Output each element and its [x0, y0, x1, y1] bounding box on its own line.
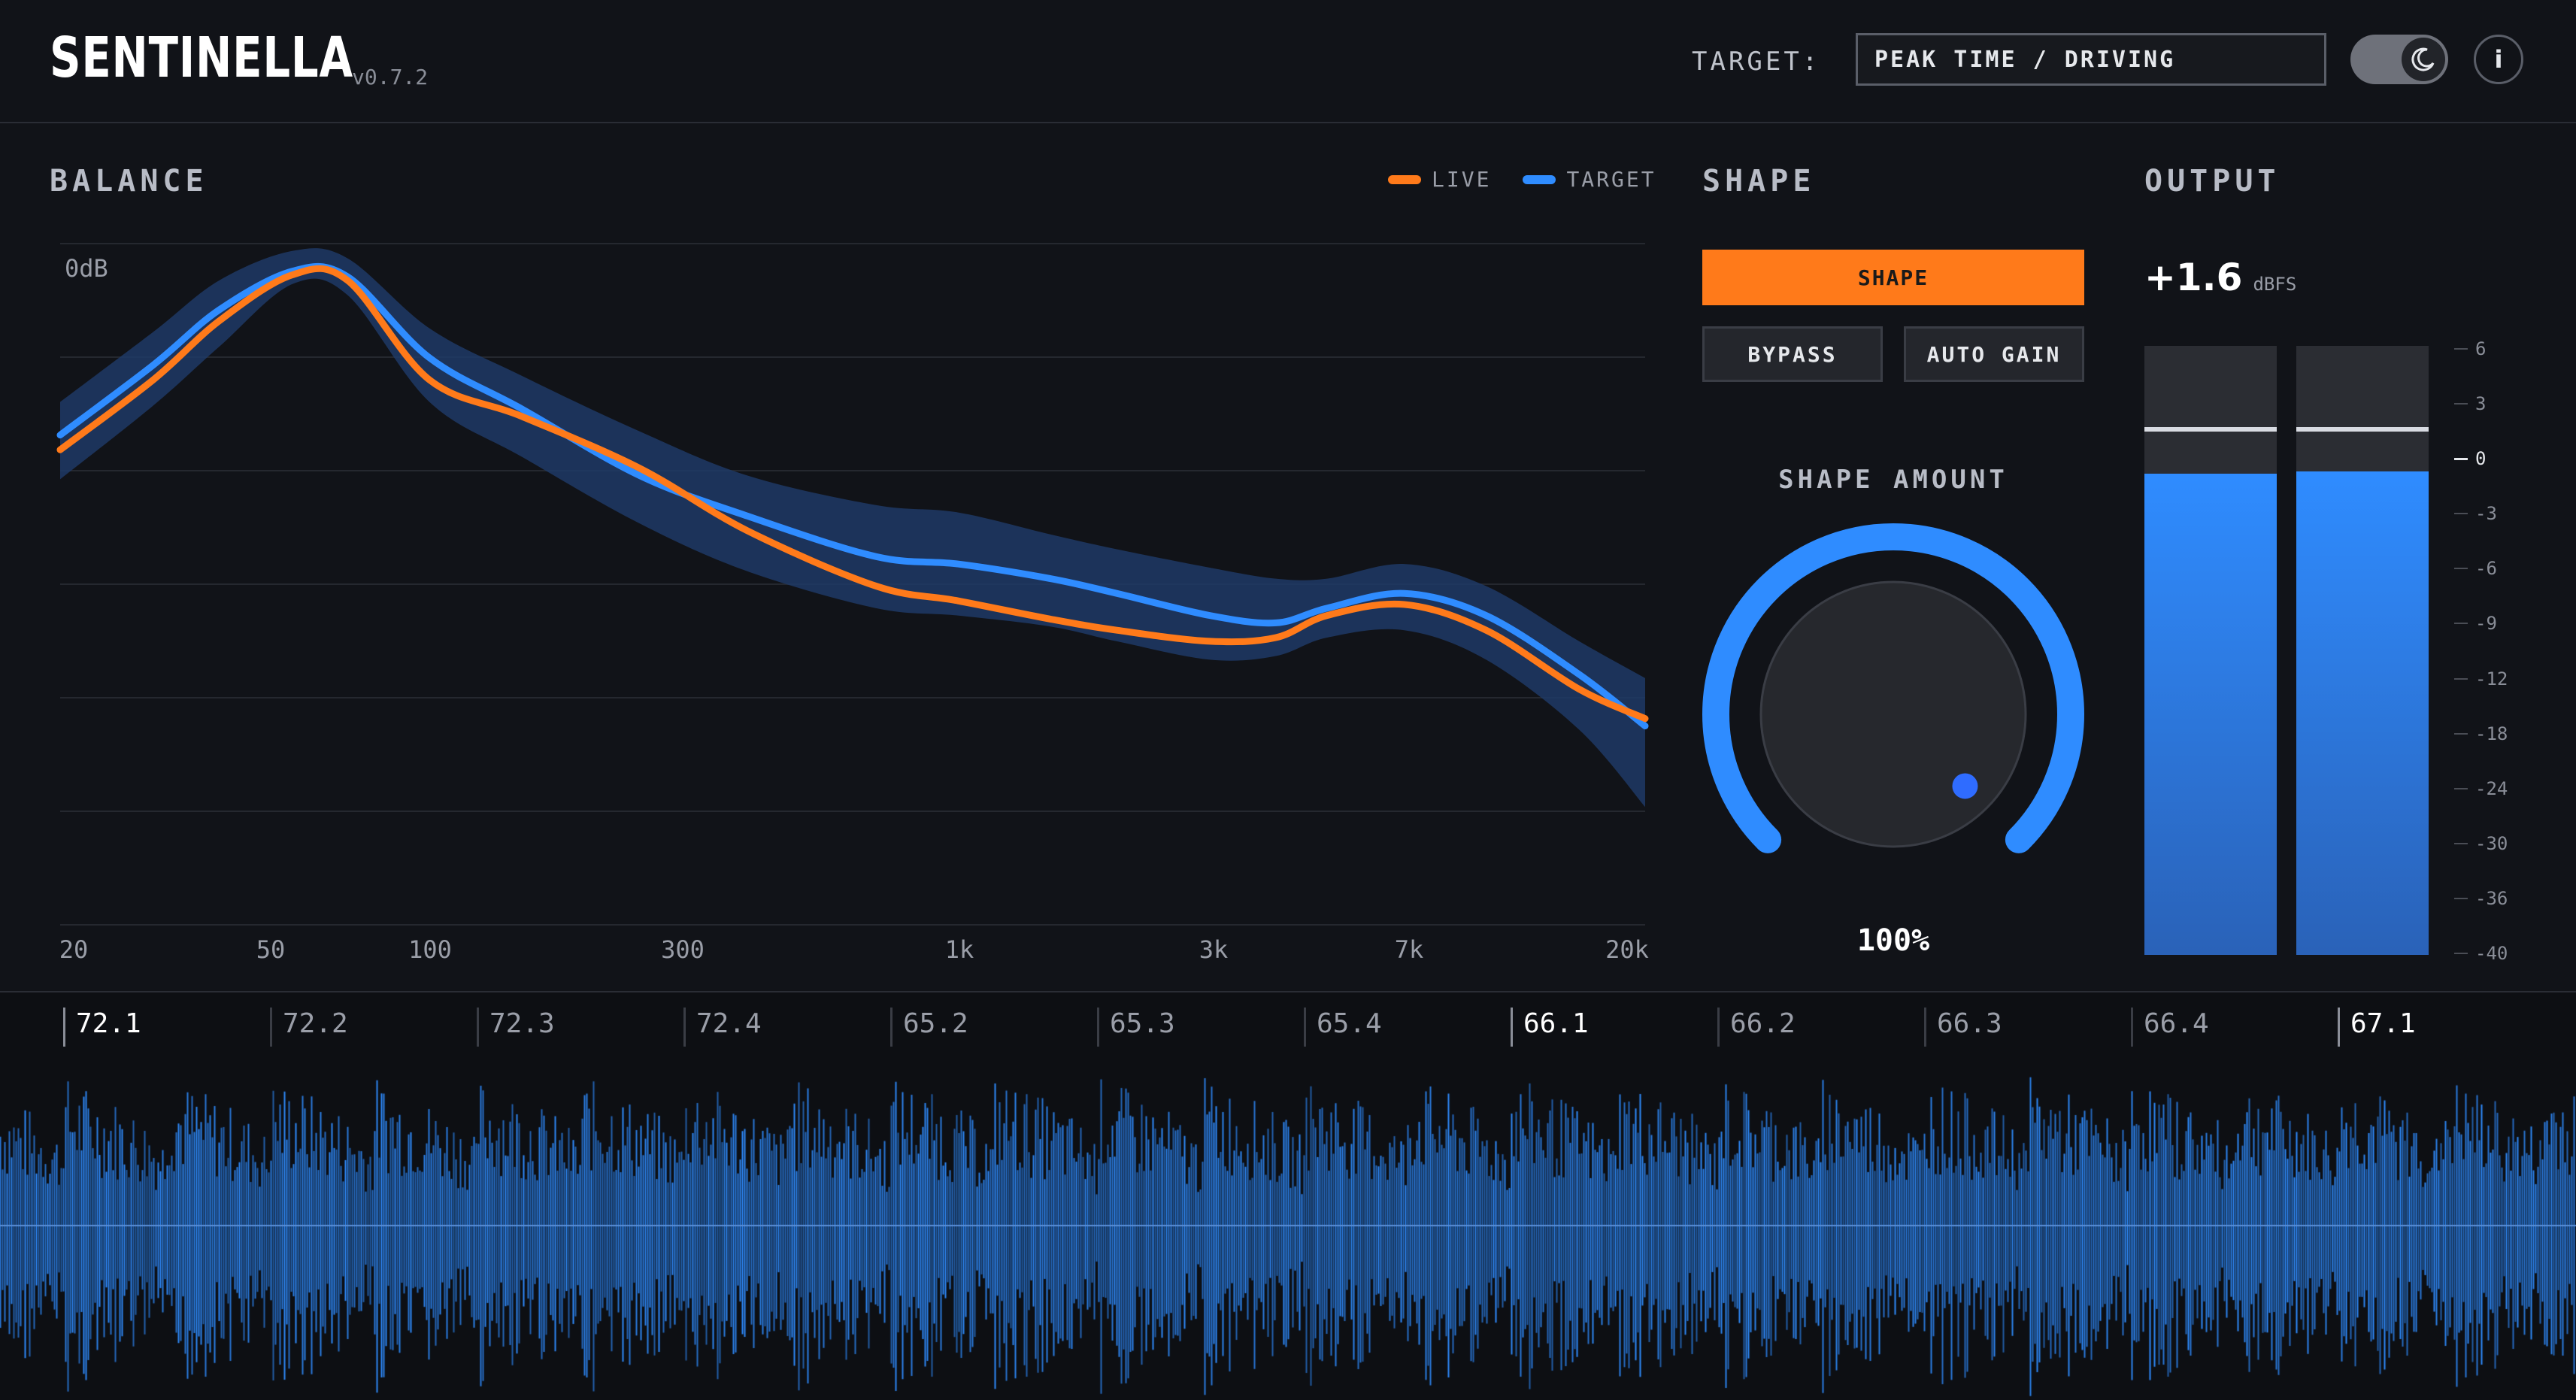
auto-gain-button[interactable]: AUTO GAIN: [1904, 326, 2084, 382]
meter-right: [2296, 346, 2429, 955]
toggle-knob: [2402, 38, 2445, 81]
meter-scale-label: -3: [2454, 503, 2497, 524]
meter-right-fill: [2296, 471, 2429, 955]
shape-amount-knob[interactable]: [1702, 519, 2084, 887]
output-value: +1.6: [2144, 256, 2243, 299]
shape-button[interactable]: SHAPE: [1702, 250, 2084, 305]
meter-scale-value: -30: [2475, 832, 2508, 854]
meter-scale-label: -36: [2454, 888, 2508, 909]
meter-scale-value: -40: [2475, 943, 2508, 964]
meter-scale-tick: [2454, 677, 2468, 680]
meter-scale-label: 0: [2454, 448, 2486, 469]
output-title: OUTPUT: [2144, 164, 2281, 198]
db-label: 0dB: [65, 254, 108, 283]
meter-scale-label: -40: [2454, 943, 2508, 964]
shape-amount-title: SHAPE AMOUNT: [1778, 465, 2008, 495]
balance-chart: [56, 243, 1649, 926]
meter-scale-value: -12: [2475, 668, 2508, 689]
bar-marker-label: 65.4: [1304, 1008, 1382, 1047]
balance-legend: LIVE TARGET: [1388, 167, 1656, 192]
target-label: TARGET:: [1692, 47, 1821, 77]
meter-scale-value: -6: [2475, 558, 2497, 580]
meter-left-fill: [2144, 473, 2277, 955]
balance-title: BALANCE: [50, 164, 208, 198]
meter-scale-label: -18: [2454, 723, 2508, 744]
freq-label-20k: 20k: [1605, 935, 1649, 964]
bar-marker-label: 66.1: [1511, 1008, 1589, 1047]
bypass-button[interactable]: BYPASS: [1702, 326, 1883, 382]
meter-left: [2144, 346, 2277, 955]
app-title: SENTINELLA: [50, 26, 353, 90]
meter-scale-value: 6: [2475, 338, 2487, 359]
meter-scale-value: 0: [2475, 448, 2487, 470]
meter-scale-tick: [2454, 623, 2468, 625]
meter-scale-value: -36: [2475, 887, 2508, 909]
legend-live-swatch: [1388, 174, 1421, 184]
meter-scale-label: 6: [2454, 338, 2486, 359]
bar-marker-label: 72.3: [477, 1008, 555, 1047]
bar-marker-label: 72.4: [683, 1008, 762, 1047]
freq-label-7k: 7k: [1394, 935, 1424, 964]
moon-icon: [2411, 47, 2435, 71]
freq-label-3k: 3k: [1199, 935, 1229, 964]
target-select[interactable]: PEAK TIME / DRIVING: [1856, 33, 2326, 86]
header-bar: SENTINELLA v0.7.2 TARGET: PEAK TIME / DR…: [0, 0, 2576, 123]
info-button[interactable]: i: [2474, 35, 2523, 84]
live-curve: [56, 265, 1649, 723]
meter-right-peak: [2296, 427, 2429, 432]
meter-scale-value: -18: [2475, 723, 2508, 744]
bar-marker-label: 67.1: [2338, 1008, 2416, 1047]
legend-live-label: LIVE: [1432, 167, 1492, 192]
shape-amount-value: 100%: [1856, 923, 1930, 958]
meter-scale-tick: [2454, 348, 2468, 350]
meter-scale-value: -9: [2475, 613, 2497, 635]
meter-scale-tick: [2454, 897, 2468, 899]
meter-scale-tick: [2454, 457, 2468, 460]
freq-label-50: 50: [256, 935, 286, 964]
freq-label-300: 300: [661, 935, 705, 964]
meter-scale-label: -6: [2454, 558, 2497, 579]
meter-scale-value: -24: [2475, 777, 2508, 799]
meter-scale-tick: [2454, 842, 2468, 844]
bar-marker-label: 72.1: [63, 1008, 141, 1047]
freq-label-1k: 1k: [944, 935, 974, 964]
meter-scale-label: 3: [2454, 393, 2486, 414]
meter-scale-label: -9: [2454, 613, 2497, 634]
output-readout: +1.6 dBFS: [2144, 256, 2296, 299]
bar-marker-label: 72.2: [270, 1008, 348, 1047]
waveform-canvas[interactable]: [0, 992, 2576, 1400]
freq-label-20: 20: [59, 935, 89, 964]
meter-scale-value: -3: [2475, 503, 2497, 525]
target-curve: [56, 262, 1649, 730]
waveform-panel[interactable]: 72.1 72.2 72.3 72.4 65.2 65.3 65.4 66.1 66.2 66.3…: [0, 991, 2576, 1400]
shape-title: SHAPE: [1702, 164, 1816, 198]
target-range-band: [60, 248, 1645, 808]
meter-scale-label: -30: [2454, 833, 2508, 854]
bar-marker-label: 66.3: [1924, 1008, 2002, 1047]
freq-label-100: 100: [408, 935, 452, 964]
meter-scale-tick: [2454, 787, 2468, 789]
legend-target-swatch: [1523, 174, 1556, 184]
meter-scale-tick: [2454, 403, 2468, 405]
knob-indicator: [1952, 773, 1978, 799]
meter-scale-tick: [2454, 568, 2468, 570]
legend-target-label: TARGET: [1566, 167, 1656, 192]
meter-scale-tick: [2454, 513, 2468, 515]
theme-toggle[interactable]: [2350, 35, 2448, 84]
meter-scale-tick: [2454, 953, 2468, 954]
meter-scale-label: -24: [2454, 778, 2508, 799]
bar-marker-label: 66.4: [2131, 1008, 2209, 1047]
bar-marker-label: 65.2: [890, 1008, 968, 1047]
meter-scale-value: 3: [2475, 393, 2487, 415]
knob-body: [1759, 580, 2027, 848]
meter-scale-label: -12: [2454, 668, 2508, 689]
meter-scale-tick: [2454, 732, 2468, 735]
bar-marker-label: 65.3: [1097, 1008, 1175, 1047]
bar-marker-label: 66.2: [1717, 1008, 1796, 1047]
app-version: v0.7.2: [352, 65, 429, 89]
knob-arc: [1702, 523, 2084, 853]
meter-left-peak: [2144, 427, 2277, 432]
output-unit: dBFS: [2253, 274, 2297, 295]
